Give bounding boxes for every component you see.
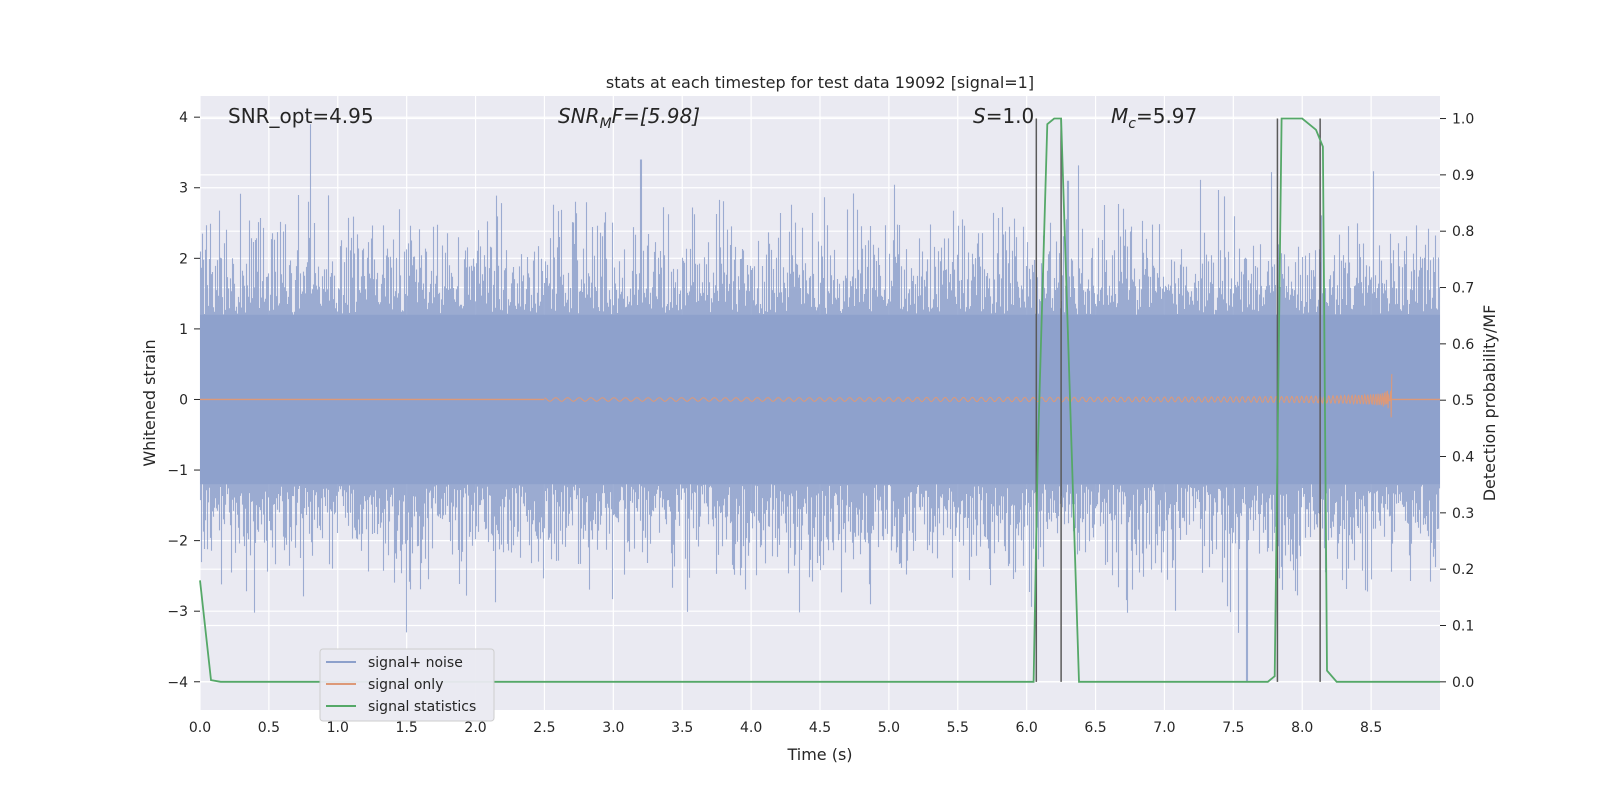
chart-title: stats at each timestep for test data 190… [606, 73, 1034, 92]
y-right-tick-label-4: 0.4 [1452, 450, 1474, 466]
y-left-tick-label-0: −4 [167, 675, 188, 691]
y-left-tick-label-2: −2 [167, 534, 188, 550]
y-left-tick-label-8: 4 [179, 110, 188, 126]
y-right-tick-label-7: 0.7 [1452, 281, 1474, 297]
y-right-tick-label-0: 0.0 [1452, 675, 1474, 691]
x-tick-label-8: 4.0 [740, 720, 762, 736]
legend-label-signal-statistics: signal statistics [368, 699, 476, 715]
y-left-tick-label-3: −1 [167, 463, 188, 479]
x-tick-label-4: 2.0 [464, 720, 486, 736]
x-tick-label-16: 8.0 [1291, 720, 1313, 736]
y-right-tick-label-1: 0.1 [1452, 619, 1474, 635]
y-left-tick-label-4: 0 [179, 392, 188, 408]
series-signal-only [200, 374, 1440, 418]
y-axis-right-title: Detection probability/MF [1480, 305, 1499, 502]
y-right-tick-label-9: 0.9 [1452, 168, 1474, 184]
x-tick-label-3: 1.5 [396, 720, 418, 736]
y-right-tick-label-3: 0.3 [1452, 506, 1474, 522]
x-tick-label-15: 7.5 [1222, 720, 1244, 736]
signal-statistics-line [199, 117, 1440, 683]
annotation-snr-opt: SNR_opt=4.95 [228, 104, 374, 128]
x-tick-label-9: 4.5 [809, 720, 831, 736]
x-tick-label-12: 6.0 [1016, 720, 1038, 736]
x-axis-ticks: 0.0 0.5 1.0 1.5 2.0 2.5 3.0 3.5 4.0 4.5 5.0 5.5 6.0 6… [189, 720, 1382, 736]
x-axis-title: Time (s) [786, 745, 852, 764]
legend-label-signal-only: signal only [368, 677, 443, 693]
x-tick-label-2: 1.0 [327, 720, 349, 736]
annotation-s: S=1.0 [973, 104, 1034, 128]
legend-box [319, 648, 495, 722]
y-axis-left-title: Whitened strain [140, 339, 159, 466]
x-tick-label-14: 7.0 [1153, 720, 1175, 736]
x-tick-label-5: 2.5 [533, 720, 555, 736]
y-left-tick-label-6: 2 [179, 251, 188, 267]
y-axis-left-ticks: −4 −3 −2 −1 0 1 2 3 4 [167, 110, 200, 691]
x-tick-label-13: 6.5 [1084, 720, 1106, 736]
x-tick-label-17: 8.5 [1360, 720, 1382, 736]
y-right-tick-label-10: 1.0 [1452, 112, 1474, 128]
legend-label-signal-noise: signal+ noise [368, 655, 463, 671]
y-left-tick-label-7: 3 [179, 181, 188, 197]
x-tick-label-1: 0.5 [258, 720, 280, 736]
x-tick-label-6: 3.0 [602, 720, 624, 736]
y-left-tick-label-5: 1 [179, 322, 188, 338]
signal-only-chirp [544, 374, 1393, 418]
y-right-tick-label-2: 0.2 [1452, 562, 1474, 578]
annotation-mc: Mc=5.97 [1111, 104, 1197, 132]
x-tick-label-10: 5.0 [878, 720, 900, 736]
x-tick-label-0: 0.0 [189, 720, 211, 736]
legend: signal+ noise signal only signal statist… [319, 648, 495, 722]
annotation-snr-mf: SNRMF=[5.98] [558, 104, 700, 132]
x-tick-label-11: 5.5 [947, 720, 969, 736]
x-tick-label-7: 3.5 [671, 720, 693, 736]
y-right-tick-label-8: 0.8 [1452, 224, 1474, 240]
y-left-tick-label-1: −3 [167, 604, 188, 620]
series-signal-statistics [199, 117, 1440, 683]
y-right-tick-label-6: 0.6 [1452, 337, 1474, 353]
y-right-tick-label-5: 0.5 [1452, 393, 1474, 409]
y-axis-right-ticks: 0.0 0.1 0.2 0.3 0.4 0.5 0.6 0.7 0.8 0.9 1.0 [1440, 112, 1474, 691]
